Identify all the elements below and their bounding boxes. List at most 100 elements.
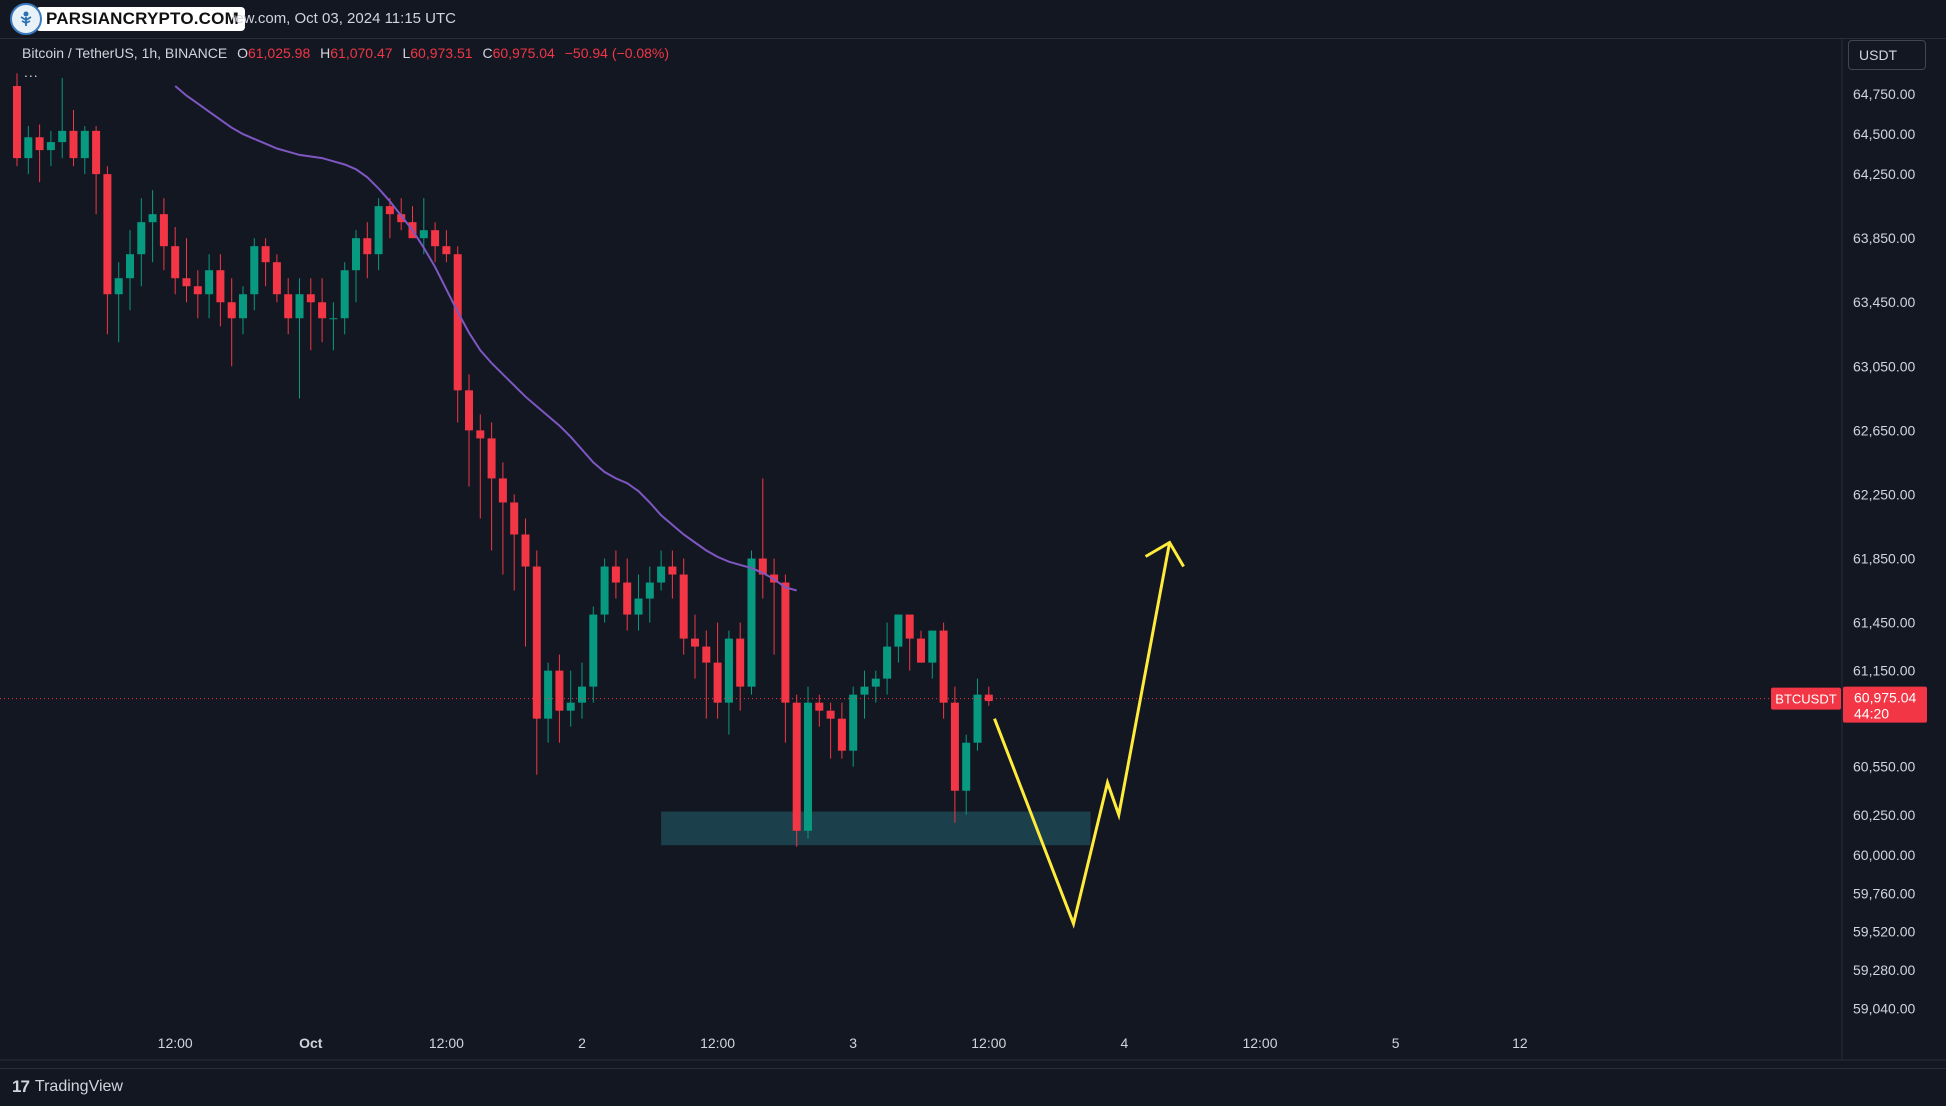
candle-body	[272, 262, 281, 295]
x-tick-label: 2	[578, 1035, 586, 1051]
candle-body	[860, 686, 869, 695]
candle-body	[126, 254, 134, 279]
candle-body	[69, 130, 78, 159]
candle-body	[171, 246, 180, 279]
candle-body	[950, 702, 959, 791]
candle-body	[928, 630, 937, 663]
time-axis[interactable]: 12:00 Oct 12:00 2 12:00 3 12:00 4 12:00 5 12	[158, 1035, 1528, 1051]
candle-body	[758, 558, 767, 575]
candle-body	[645, 582, 654, 599]
x-tick-label: 12:00	[1242, 1035, 1277, 1051]
candle-body	[453, 254, 462, 391]
x-tick-label: 5	[1392, 1035, 1400, 1051]
y-tick-label: 64,500.00	[1853, 126, 1915, 142]
candle-body	[58, 130, 67, 143]
symbol-legend[interactable]: Bitcoin / TetherUS, 1h, BINANCE O61,025.…	[22, 45, 669, 61]
candle-body	[894, 614, 903, 647]
candles-layer	[13, 73, 993, 847]
candle-body	[804, 702, 812, 831]
support-zone	[661, 811, 1091, 846]
candle-body	[363, 238, 372, 255]
y-tick-label: 63,450.00	[1853, 294, 1915, 310]
price-tag-countdown: 44:20	[1854, 706, 1889, 722]
tradingview-brand: TradingView	[34, 1078, 123, 1095]
top-bar: PARSIANCRYPTO.COM iew.com, Oct 03, 2024 …	[0, 0, 1946, 39]
candle-body	[397, 214, 406, 223]
brand-logo-icon	[10, 3, 42, 35]
candle-body	[657, 566, 666, 583]
projection-layer	[993, 540, 1185, 929]
candle-body	[159, 214, 168, 247]
candle-body	[182, 278, 191, 287]
candle-body	[532, 566, 541, 719]
candle-body	[837, 718, 846, 751]
y-tick-label: 60,000.00	[1853, 847, 1915, 863]
projection-arrowhead	[1144, 540, 1185, 568]
x-tick-label: 12	[1512, 1035, 1528, 1051]
tradingview-logo[interactable]: 17 TradingView	[12, 1077, 123, 1097]
candle-body	[340, 270, 349, 319]
candle-body	[374, 206, 383, 255]
candle-body	[623, 582, 632, 615]
candle-body	[35, 137, 44, 151]
candle-body	[306, 294, 315, 303]
candle-body	[691, 638, 699, 647]
candle-body	[917, 638, 925, 663]
legend-more-button[interactable]: ...	[24, 64, 39, 80]
symbol-title[interactable]: Bitcoin / TetherUS, 1h, BINANCE	[22, 45, 228, 61]
y-tick-label: 60,550.00	[1853, 759, 1915, 775]
projection-path	[993, 542, 1172, 929]
symbol-tag-text: BTCUSDT	[1775, 692, 1836, 707]
price-axis[interactable]: 64,750.00 64,500.00 64,250.00 63,850.00 63,4…	[1853, 86, 1915, 1017]
candle-body	[736, 638, 745, 687]
candle-body	[792, 702, 801, 831]
candle-body	[871, 678, 880, 687]
y-tick-label: 64,250.00	[1853, 166, 1915, 182]
y-tick-label: 62,650.00	[1853, 422, 1915, 438]
y-tick-label: 62,250.00	[1853, 486, 1915, 502]
x-tick-label: 3	[849, 1035, 857, 1051]
price-tag-value: 60,975.04	[1854, 690, 1916, 706]
candle-body	[578, 686, 586, 703]
change-value: −50.94 (−0.08%)	[564, 45, 670, 61]
candle-body	[849, 694, 858, 751]
candle-body	[431, 230, 440, 247]
candle-body	[80, 130, 89, 159]
x-tick-label: Oct	[299, 1035, 323, 1051]
candle-body	[419, 230, 428, 239]
candle-body	[600, 566, 609, 615]
candle-body	[137, 222, 146, 255]
low-label: L	[402, 45, 411, 61]
candle-body	[905, 614, 914, 639]
y-tick-label: 63,050.00	[1853, 358, 1915, 374]
low-value: 60,973.51	[410, 45, 473, 61]
candle-body	[205, 270, 214, 295]
source-timestamp: iew.com, Oct 03, 2024 11:15 UTC	[232, 10, 456, 27]
candle-body	[295, 294, 304, 319]
candle-body	[962, 742, 971, 791]
candle-body	[713, 662, 722, 703]
footer-bar: 17 TradingView	[0, 1068, 1946, 1106]
currency-button[interactable]: USDT	[1848, 40, 1926, 70]
candle-body	[826, 710, 835, 719]
x-tick-label: 12:00	[158, 1035, 193, 1051]
support-zone-layer	[661, 811, 1091, 846]
moving-average-layer	[174, 85, 797, 592]
candle-body	[385, 206, 394, 215]
candle-body	[239, 294, 247, 319]
high-value: 61,070.47	[330, 45, 393, 61]
candle-body	[442, 246, 451, 255]
symbol-tag-bg	[1771, 687, 1841, 710]
candle-body	[193, 286, 202, 295]
candle-body	[352, 238, 360, 271]
candle-body	[679, 574, 688, 639]
candle-body	[668, 566, 677, 575]
y-tick-label: 61,850.00	[1853, 551, 1915, 567]
y-tick-label: 59,280.00	[1853, 962, 1915, 978]
candle-body	[487, 438, 496, 479]
candle-body	[261, 246, 270, 263]
candle-body	[216, 270, 225, 303]
candle-body	[114, 278, 123, 295]
